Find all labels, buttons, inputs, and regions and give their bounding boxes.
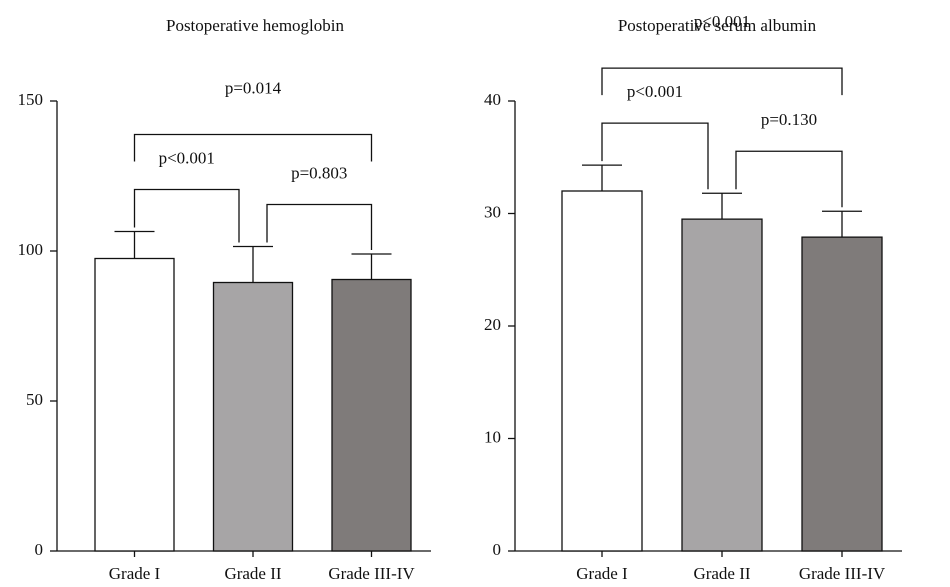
- bar: [331, 278, 412, 552]
- error-bar: [351, 253, 392, 280]
- significance-bracket: [601, 122, 709, 190]
- x-tick-label: Grade III-IV: [328, 564, 415, 583]
- y-tick-label: 50: [26, 390, 43, 409]
- x-tick-label: Grade III-IV: [799, 564, 886, 583]
- bar: [94, 257, 175, 552]
- significance-bracket: [266, 203, 373, 250]
- significance-bracket: [735, 150, 843, 208]
- chart-title: Postoperative hemoglobin: [166, 16, 345, 35]
- p-value-label: p<0.001: [159, 148, 215, 167]
- p-value-label: p=0.014: [225, 78, 282, 97]
- significance-bracket: [133, 188, 240, 243]
- error-bar: [702, 192, 742, 220]
- chart: Postoperative serum albumin 0 10 20 30 40 Grad…: [484, 12, 902, 583]
- bar: [561, 190, 643, 552]
- x-tick-label: Grade II: [224, 564, 281, 583]
- chart-title: Postoperative serum albumin: [618, 16, 817, 35]
- x-tick-label: Grade I: [109, 564, 161, 583]
- p-value-label: p<0.001: [627, 82, 683, 101]
- error-bar: [822, 210, 862, 238]
- chart: Postoperative hemoglobin 0 50 100 150 Grade I…: [18, 16, 431, 583]
- bar: [681, 218, 763, 552]
- bar: [801, 236, 883, 552]
- error-bar: [114, 230, 155, 259]
- y-tick-label: 150: [18, 90, 44, 109]
- significance-bracket: [133, 133, 373, 162]
- p-value-label: p=0.130: [761, 110, 817, 129]
- y-tick-label: 10: [484, 427, 501, 446]
- significance-bracket: [601, 67, 843, 96]
- p-value-label: p<0.001: [694, 12, 750, 31]
- x-tick-label: Grade I: [576, 564, 628, 583]
- x-tick-label: Grade II: [693, 564, 750, 583]
- y-tick-label: 0: [35, 540, 44, 559]
- y-tick-label: 20: [484, 315, 501, 334]
- error-bar: [233, 245, 273, 283]
- y-tick-label: 40: [484, 90, 501, 109]
- y-tick-label: 30: [484, 202, 501, 221]
- y-tick-label: 100: [18, 240, 44, 259]
- p-value-label: p=0.803: [291, 163, 347, 182]
- error-bar: [582, 164, 622, 191]
- bar: [212, 281, 294, 552]
- y-tick-label: 0: [493, 540, 502, 559]
